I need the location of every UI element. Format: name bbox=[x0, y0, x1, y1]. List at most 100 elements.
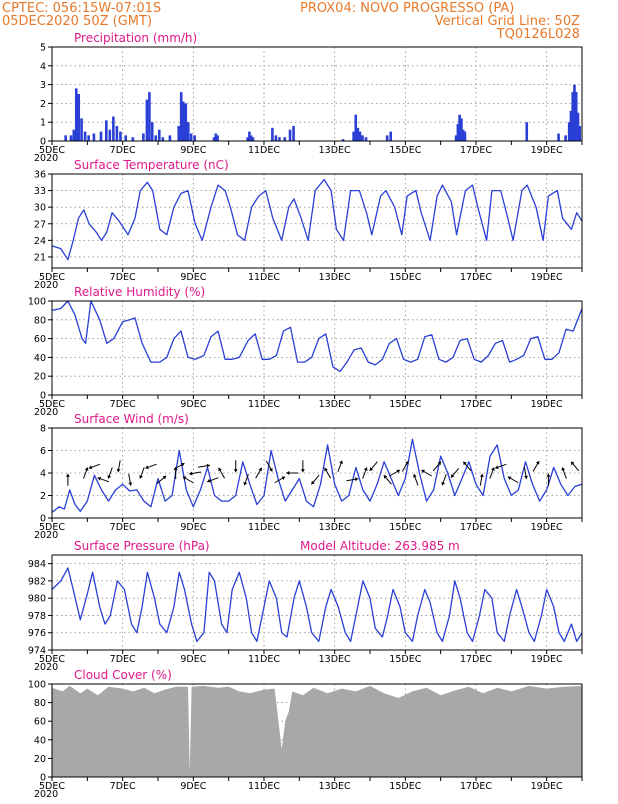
precip-bar bbox=[214, 133, 218, 141]
wind-arrow-head bbox=[463, 461, 467, 466]
precip-bar bbox=[460, 118, 463, 141]
precip-bar bbox=[154, 135, 158, 141]
precip-bar bbox=[352, 131, 355, 141]
wind-arrow-head bbox=[383, 475, 388, 479]
ytick-label-temp: 30 bbox=[34, 203, 46, 214]
wind-arrow-head bbox=[88, 465, 93, 470]
precip-bar bbox=[186, 122, 190, 141]
precip-bar bbox=[567, 122, 571, 141]
precip-bar bbox=[87, 135, 90, 141]
precip-bar bbox=[124, 135, 128, 141]
ytick-label-precip: 3 bbox=[40, 80, 46, 91]
precip-bar bbox=[212, 137, 216, 141]
xtick-label-precip: 11DEC bbox=[248, 145, 280, 156]
wind-arrow bbox=[265, 460, 273, 472]
ytick-label-pres: 982 bbox=[28, 576, 46, 587]
wind-arrow bbox=[389, 469, 401, 477]
precip-bar bbox=[578, 125, 582, 141]
wind-arrow-head bbox=[324, 467, 328, 472]
xtick-label-temp: 13DEC bbox=[319, 272, 351, 283]
ytick-label-cloud: 40 bbox=[34, 735, 46, 746]
wind-series-line bbox=[51, 438, 583, 513]
wind-arrow bbox=[441, 473, 447, 486]
wind-arrow-head bbox=[421, 469, 425, 474]
wind-arrow bbox=[413, 473, 419, 486]
wind-arrow bbox=[243, 473, 249, 486]
wind-arrow-head bbox=[535, 461, 540, 465]
xtick-label-pres: 9DEC bbox=[180, 654, 206, 665]
wind-arrow-head bbox=[281, 476, 286, 480]
ytick-label-precip: 4 bbox=[40, 61, 46, 72]
wind-arrow bbox=[432, 461, 442, 472]
precip-bar bbox=[456, 124, 460, 141]
wind-arrow bbox=[233, 460, 238, 473]
precip-bar bbox=[574, 92, 578, 141]
ytick-label-precip: 0 bbox=[40, 137, 46, 148]
precip-bar bbox=[131, 137, 135, 141]
wind-arrow bbox=[197, 463, 210, 468]
precip-bar bbox=[177, 125, 181, 141]
panel-frame-rh bbox=[51, 300, 583, 396]
precip-bar bbox=[184, 103, 188, 141]
wind-arrow-head bbox=[354, 477, 359, 482]
ytick-label-pres: 978 bbox=[28, 611, 46, 622]
precip-bar bbox=[142, 133, 145, 141]
wind-arrow-head bbox=[491, 467, 495, 471]
wind-arrow-head bbox=[243, 481, 248, 486]
precip-bar bbox=[112, 116, 115, 141]
xtick-label-cloud: 13DEC bbox=[319, 781, 351, 792]
xtick-label-rh: 15DEC bbox=[389, 399, 421, 410]
ytick-label-pres: 974 bbox=[28, 646, 46, 657]
precip-bar bbox=[80, 118, 83, 141]
panel-rh: Relative Humidity (%) 0 20 40 60 80 100 5DEC 7DE… bbox=[28, 285, 583, 418]
precip-bar bbox=[92, 133, 96, 141]
wind-arrow-head bbox=[571, 461, 575, 466]
ytick-label-cloud: 60 bbox=[34, 717, 46, 728]
wind-arrow bbox=[450, 468, 460, 478]
wind-arrow bbox=[116, 460, 121, 473]
wind-arrow bbox=[462, 461, 472, 472]
ytick-label-precip: 1 bbox=[40, 118, 46, 129]
xtick-label-wind: 15DEC bbox=[389, 522, 421, 533]
precip-bar bbox=[251, 137, 255, 141]
xtick-label-wind: 11DEC bbox=[248, 522, 280, 533]
wind-arrow-head bbox=[233, 469, 238, 473]
precip-bar bbox=[364, 137, 368, 141]
precip-bar bbox=[216, 135, 219, 141]
wind-arrow bbox=[255, 467, 263, 479]
precip-bar bbox=[278, 137, 281, 141]
wind-arrow-head bbox=[441, 481, 446, 486]
precip-bar bbox=[182, 101, 185, 141]
xtick-label-pres: 19DEC bbox=[531, 654, 563, 665]
wind-arrow-head bbox=[507, 476, 512, 480]
ytick-label-rh: 40 bbox=[34, 353, 46, 364]
ytick-label-wind: 8 bbox=[40, 424, 46, 435]
wind-arrow-head bbox=[286, 471, 290, 475]
precip-bar bbox=[292, 125, 295, 141]
xtick-label-pres: 15DEC bbox=[389, 654, 421, 665]
precip-bar bbox=[288, 129, 292, 141]
precip-bar bbox=[271, 127, 274, 141]
cloud-area bbox=[52, 685, 582, 777]
rh-series-line bbox=[51, 300, 583, 373]
precip-bar bbox=[525, 122, 529, 141]
precip-bar bbox=[150, 122, 154, 141]
wind-arrow bbox=[286, 471, 299, 475]
ytick-label-rh: 100 bbox=[28, 297, 46, 308]
panel-temp: Surface Temperature (nC) 21 24 27 30 33 36 5DEC… bbox=[34, 158, 583, 291]
year-label-cloud: 2020 bbox=[34, 789, 58, 800]
xtick-label-cloud: 19DEC bbox=[531, 781, 563, 792]
wind-arrow-head bbox=[396, 469, 400, 474]
xtick-label-cloud: 15DEC bbox=[389, 781, 421, 792]
wind-arrow-head bbox=[182, 476, 187, 480]
panel-title-precip: Precipitation (mm/h) bbox=[74, 31, 197, 45]
precip-bar bbox=[119, 131, 122, 141]
ytick-label-temp: 21 bbox=[34, 252, 46, 263]
header-station: PROX04: NOVO PROGRESSO (PA) bbox=[300, 1, 514, 16]
precip-bar bbox=[77, 94, 81, 141]
ytick-label-rh: 60 bbox=[34, 334, 46, 345]
xtick-label-cloud: 17DEC bbox=[460, 781, 492, 792]
precip-bar bbox=[168, 135, 172, 141]
precip-bar bbox=[83, 131, 87, 141]
precip-bar bbox=[74, 88, 78, 141]
